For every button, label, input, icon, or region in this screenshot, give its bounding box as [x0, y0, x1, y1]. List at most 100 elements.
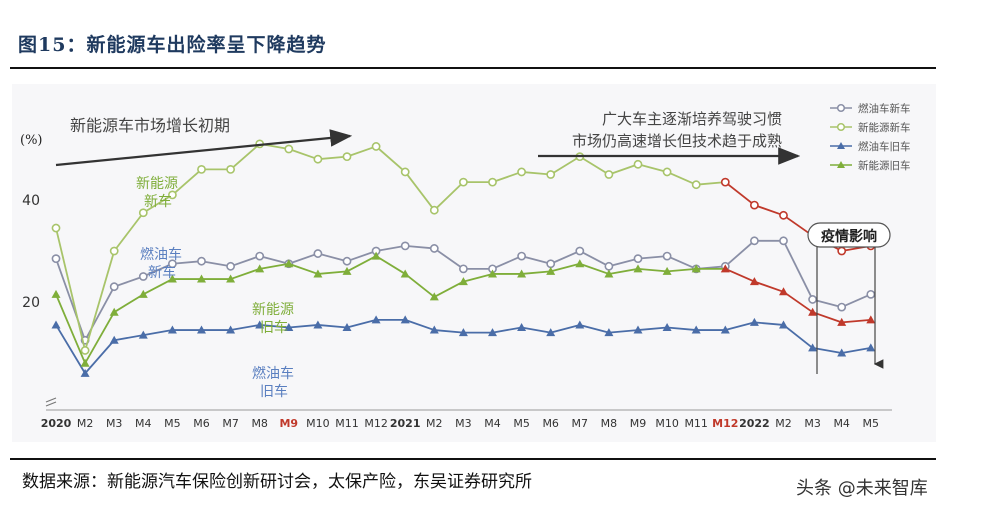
data-point-nev_old	[313, 269, 323, 278]
series-segment-nev_old	[667, 267, 697, 273]
series-segment-ice_new	[113, 275, 144, 288]
annotation-growth: 新能源车市场增长初期	[70, 116, 230, 135]
series-segment-nev_new	[608, 163, 639, 176]
data-point-ice_old	[255, 320, 265, 329]
series-segment-ice_old	[288, 324, 318, 329]
series-segment-ice_new	[84, 286, 115, 341]
data-point-ice_old	[371, 315, 381, 324]
callout-ice-old-1: 燃油车	[252, 365, 294, 382]
data-point-ice_old	[138, 330, 148, 339]
legend-label: 新能源新车	[858, 121, 911, 134]
data-point-nev_new	[488, 177, 497, 187]
series-segment-ice_new	[608, 257, 639, 268]
series-segment-ice_new	[433, 247, 464, 270]
series-segment-ice_new	[521, 255, 551, 265]
x-tick-label: M2	[426, 417, 443, 430]
legend-marker-ice_old	[837, 142, 845, 149]
callout-ice-new-1: 燃油车	[140, 246, 182, 263]
data-point-nev_old	[633, 264, 643, 273]
callout-ice-old-2: 旧车	[260, 383, 288, 400]
source-note: 数据来源：新能源汽车保险创新研讨会，太保产险，东吴证券研究所	[22, 472, 532, 492]
data-point-ice_old	[488, 328, 497, 337]
callout-ice-new-2: 新车	[148, 264, 176, 281]
x-tick-label: M11	[684, 417, 708, 430]
x-tick-label: 2020	[41, 417, 72, 430]
series-segment-nev_old	[375, 255, 406, 275]
data-point-ice_old	[429, 325, 439, 334]
series-segment-nev_new	[142, 194, 173, 214]
data-point-nev_old	[80, 358, 90, 367]
series-segment-nev_old	[724, 268, 755, 283]
data-point-ice_new	[575, 246, 585, 256]
series-segment-ice_old	[434, 329, 464, 334]
data-point-ice_new	[138, 272, 148, 281]
growth-arrow	[55, 129, 353, 167]
series-segment-nev_old	[550, 262, 581, 273]
data-point-nev_old	[662, 266, 672, 275]
series-segment-nev_old	[84, 311, 115, 364]
series-segment-nev_new	[288, 148, 319, 161]
legend-label: 燃油车新车	[858, 102, 911, 115]
data-point-ice_new	[837, 302, 847, 312]
series-segment-nev_old	[288, 262, 319, 275]
series-segment-ice_old	[725, 321, 755, 331]
bottom-rule	[10, 458, 936, 460]
data-point-ice_new	[517, 251, 526, 261]
data-point-ice_new	[226, 261, 235, 271]
data-point-ice_old	[313, 320, 323, 329]
series-segment-nev_new	[404, 171, 436, 211]
series-segment-nev_new	[666, 171, 697, 186]
data-point-ice_old	[837, 348, 847, 357]
data-point-nev_old	[720, 264, 730, 273]
data-point-nev_new	[458, 177, 468, 187]
x-tick-label: M5	[863, 417, 880, 430]
series-segment-ice_new	[317, 252, 348, 263]
data-point-nev_new	[371, 142, 381, 151]
series-segment-nev_new	[317, 155, 348, 161]
series-segment-ice_new	[492, 255, 522, 270]
x-tick-label: M7	[222, 417, 239, 430]
data-point-nev_old	[575, 259, 585, 268]
series-segment-ice_new	[201, 260, 231, 268]
x-tick-label: M10	[655, 417, 679, 430]
series-segment-ice_new	[375, 245, 406, 252]
series-segment-nev_new	[346, 145, 377, 158]
data-point-nev_old	[167, 274, 177, 283]
callout-nev-new-1: 新能源	[136, 176, 178, 192]
data-point-ice_old	[517, 323, 527, 331]
data-point-nev_old	[138, 289, 148, 298]
data-point-nev_old	[371, 251, 381, 260]
x-tick-label: M5	[164, 417, 181, 430]
series-segment-ice_new	[405, 245, 435, 250]
x-tick-label: M8	[601, 417, 618, 430]
data-point-ice_new	[604, 261, 614, 271]
series-segment-nev_old	[579, 262, 610, 275]
x-tick-label: M3	[455, 417, 472, 430]
x-tick-label: M2	[77, 417, 94, 430]
data-point-ice_old	[226, 325, 236, 334]
callout-nev-new-2: 新车	[144, 193, 172, 210]
data-point-ice_old	[51, 320, 61, 329]
data-point-ice_old	[691, 325, 701, 334]
series-segment-ice_new	[346, 250, 377, 263]
legend-label: 新能源旧车	[858, 159, 911, 172]
series-segment-ice_new	[142, 262, 173, 278]
series-segment-ice_new	[579, 250, 610, 268]
covid-callout-label: 疫情影响	[821, 228, 877, 245]
figure-title: 图15：新能源车出险率呈下降趋势	[18, 34, 327, 56]
series-segment-ice_old	[492, 326, 522, 334]
x-tick-label: M9	[279, 417, 298, 430]
series-segment-ice_old	[143, 329, 173, 337]
series-segment-ice_new	[841, 293, 872, 308]
data-point-ice_old	[575, 320, 585, 329]
series-segment-nev_new	[521, 171, 551, 176]
series-segment-nev_old	[463, 273, 493, 283]
data-point-nev_old	[749, 277, 759, 286]
y-tick-label: 20	[22, 295, 40, 311]
axis-break-mark	[45, 397, 57, 403]
data-point-nev_old	[517, 269, 527, 278]
data-point-nev_old	[546, 266, 556, 275]
series-segment-ice_new	[637, 255, 668, 260]
series-segment-ice_old	[114, 334, 144, 342]
series-segment-nev_old	[404, 273, 435, 298]
